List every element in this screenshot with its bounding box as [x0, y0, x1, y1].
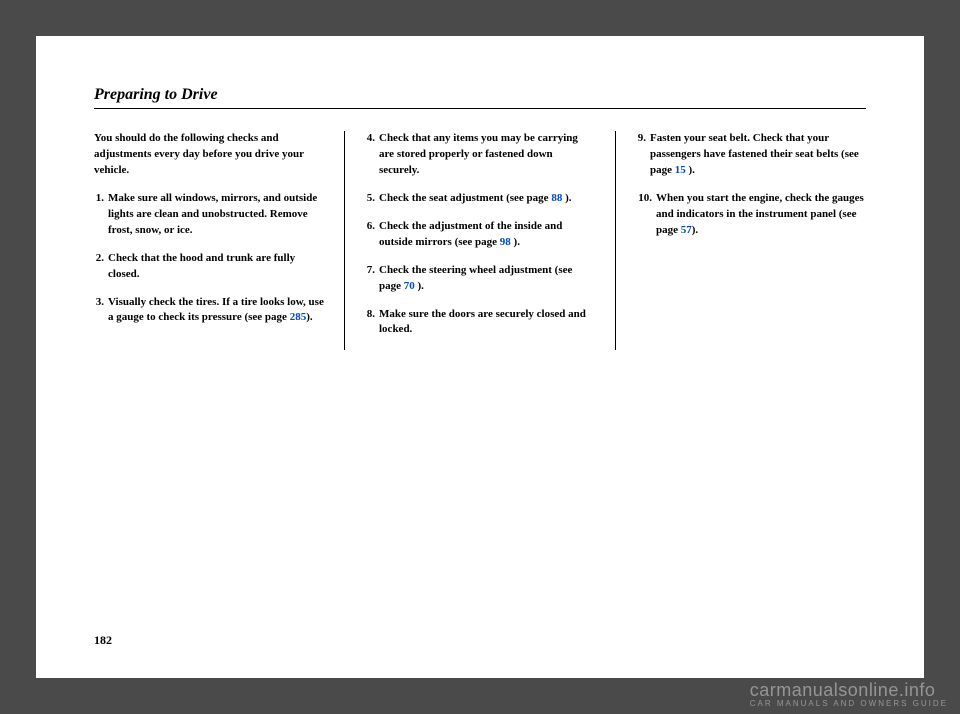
item-text-main: Check the seat adjustment (see page: [379, 192, 551, 204]
list-item: 4. Check that any items you may be carry…: [365, 131, 595, 179]
page-reference-link[interactable]: 285: [290, 311, 307, 323]
item-number: 8.: [365, 307, 379, 339]
page-reference-link[interactable]: 57: [681, 224, 692, 236]
item-number: 10.: [636, 191, 656, 239]
item-text-tail: ).: [511, 236, 520, 248]
page-reference-link[interactable]: 98: [500, 236, 511, 248]
watermark-sub: CAR MANUALS AND OWNERS GUIDE: [750, 699, 948, 708]
list-item: 1. Make sure all windows, mirrors, and o…: [94, 191, 324, 239]
item-text: Make sure the doors are securely closed …: [379, 307, 595, 339]
intro-text: You should do the following checks and a…: [94, 131, 324, 179]
content-columns: You should do the following checks and a…: [94, 131, 866, 350]
section-title: Preparing to Drive: [94, 86, 866, 109]
page-number: 182: [94, 633, 112, 648]
item-text: When you start the engine, check the gau…: [656, 191, 866, 239]
list-item: 2. Check that the hood and trunk are ful…: [94, 251, 324, 283]
item-text: Check that the hood and trunk are fully …: [108, 251, 324, 283]
watermark-main: carmanualsonline.info: [750, 680, 936, 700]
list-item: 9. Fasten your seat belt. Check that you…: [636, 131, 866, 179]
item-number: 3.: [94, 295, 108, 327]
item-number: 2.: [94, 251, 108, 283]
item-text: Check that any items you may be carrying…: [379, 131, 595, 179]
item-text: Check the steering wheel adjustment (see…: [379, 263, 595, 295]
item-text: Visually check the tires. If a tire look…: [108, 295, 324, 327]
manual-page: Preparing to Drive You should do the fol…: [36, 36, 924, 678]
item-text-tail: ).: [415, 280, 424, 292]
list-item: 5. Check the seat adjustment (see page 8…: [365, 191, 595, 207]
list-item: 8. Make sure the doors are securely clos…: [365, 307, 595, 339]
item-number: 5.: [365, 191, 379, 207]
page-reference-link[interactable]: 15: [675, 164, 686, 176]
list-item: 3. Visually check the tires. If a tire l…: [94, 295, 324, 327]
item-number: 4.: [365, 131, 379, 179]
list-item: 7. Check the steering wheel adjustment (…: [365, 263, 595, 295]
list-item: 6. Check the adjustment of the inside an…: [365, 219, 595, 251]
item-text-tail: ).: [306, 311, 312, 323]
watermark: carmanualsonline.info CAR MANUALS AND OW…: [750, 680, 948, 708]
column-1: You should do the following checks and a…: [94, 131, 344, 350]
item-text-main: Check the adjustment of the inside and o…: [379, 220, 562, 248]
column-3: 9. Fasten your seat belt. Check that you…: [616, 131, 866, 350]
page-reference-link[interactable]: 88: [551, 192, 562, 204]
item-number: 7.: [365, 263, 379, 295]
item-text-tail: ).: [692, 224, 698, 236]
item-text: Check the adjustment of the inside and o…: [379, 219, 595, 251]
item-text: Fasten your seat belt. Check that your p…: [650, 131, 866, 179]
item-text-tail: ).: [686, 164, 695, 176]
item-text: Make sure all windows, mirrors, and outs…: [108, 191, 324, 239]
item-number: 6.: [365, 219, 379, 251]
list-item: 10. When you start the engine, check the…: [636, 191, 866, 239]
item-text-tail: ).: [562, 192, 571, 204]
column-2: 4. Check that any items you may be carry…: [344, 131, 616, 350]
item-number: 9.: [636, 131, 650, 179]
page-reference-link[interactable]: 70: [404, 280, 415, 292]
item-number: 1.: [94, 191, 108, 239]
item-text: Check the seat adjustment (see page 88 )…: [379, 191, 595, 207]
